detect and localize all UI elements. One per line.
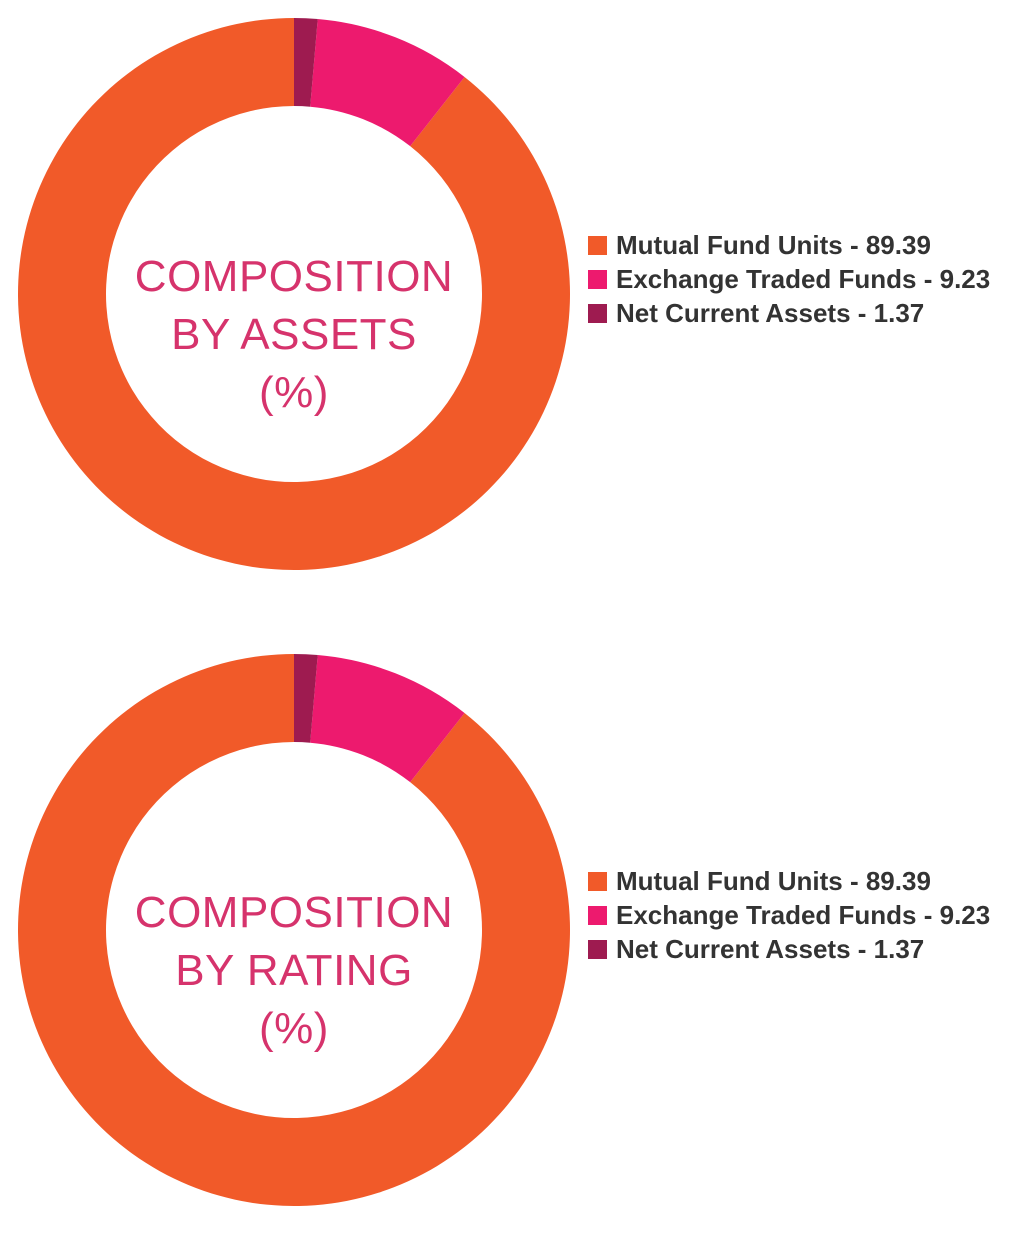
legend-item: Net Current Assets - 1.37 — [588, 932, 990, 966]
legend-label: Mutual Fund Units - 89.39 — [616, 229, 931, 260]
chart-legend: Mutual Fund Units - 89.39 Exchange Trade… — [588, 228, 990, 330]
chart-legend: Mutual Fund Units - 89.39 Exchange Trade… — [588, 864, 990, 966]
legend-swatch — [588, 269, 607, 289]
donut-chart — [17, 654, 570, 1206]
chart-title: COMPOSITION BY RATING (%) — [108, 884, 480, 1058]
legend-label: Exchange Traded Funds - 9.23 — [616, 263, 991, 294]
legend-item: Net Current Assets - 1.37 — [588, 296, 990, 330]
donut-slice-exchange-traded-funds — [310, 655, 465, 783]
donut-slice-exchange-traded-funds — [310, 19, 465, 147]
composition-by-rating-chart: COMPOSITION BY RATING (%) Mutual Fund Un… — [0, 636, 1022, 1236]
composition-by-assets-chart: COMPOSITION BY ASSETS (%) Mutual Fund Un… — [0, 0, 1022, 600]
legend-item: Exchange Traded Funds - 9.23 — [588, 262, 990, 296]
legend-label: Exchange Traded Funds - 9.23 — [616, 899, 991, 930]
chart-title-line: BY RATING — [175, 946, 413, 995]
legend-label: Net Current Assets - 1.37 — [616, 297, 925, 328]
chart-title-line: (%) — [259, 368, 329, 417]
chart-title-line: COMPOSITION — [134, 252, 454, 301]
chart-title-line: BY ASSETS — [171, 310, 417, 359]
legend-swatch — [588, 905, 607, 925]
legend-item: Mutual Fund Units - 89.39 — [588, 228, 990, 262]
legend-label: Mutual Fund Units - 89.39 — [616, 865, 931, 896]
legend-label: Net Current Assets - 1.37 — [616, 933, 925, 964]
legend-item: Mutual Fund Units - 89.39 — [588, 864, 990, 898]
chart-title-line: COMPOSITION — [134, 888, 454, 937]
chart-title: COMPOSITION BY ASSETS (%) — [108, 248, 480, 422]
legend-swatch — [588, 235, 607, 255]
donut-chart — [17, 18, 570, 570]
donut-slice-net-current-assets — [294, 654, 318, 743]
donut-slice-mutual-fund-units — [17, 18, 570, 570]
legend-swatch — [588, 939, 607, 959]
donut-slice-net-current-assets — [294, 18, 318, 107]
legend-swatch — [588, 303, 607, 323]
legend-swatch — [588, 871, 607, 891]
donut-slice-mutual-fund-units — [17, 654, 570, 1206]
chart-title-line: (%) — [259, 1004, 329, 1053]
legend-item: Exchange Traded Funds - 9.23 — [588, 898, 990, 932]
